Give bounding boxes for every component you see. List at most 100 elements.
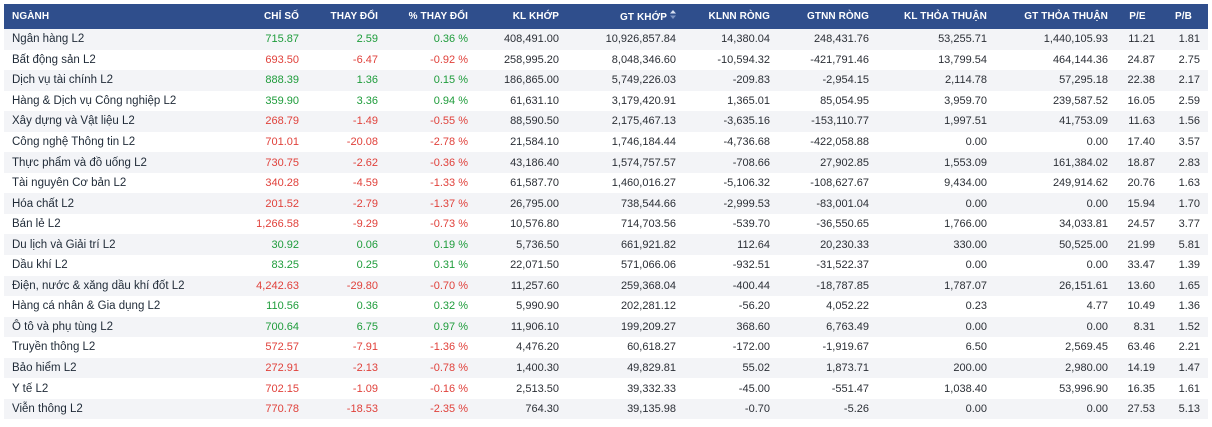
column-header-label: CHỈ SỐ	[263, 11, 299, 22]
table-row[interactable]: Hàng cá nhân & Gia dụng L2 110.56 0.36 0.32…	[4, 296, 1208, 317]
table-row[interactable]: Bất động sản L2 693.50 -6.47 -0.92 % 258,995…	[4, 49, 1208, 71]
cell-name[interactable]: Truyền thông L2	[12, 341, 96, 354]
cell-pb: 3.77	[1178, 218, 1200, 231]
cell-pct: -1.36 %	[430, 341, 468, 354]
cell-name[interactable]: Dầu khí L2	[12, 259, 68, 272]
table-body: Ngân hàng L2 715.87 2.59 0.36 % 408,491.00 10…	[4, 29, 1208, 420]
cell-name[interactable]: Xây dựng và Vật liệu L2	[12, 115, 135, 128]
cell-gtnn: -551.47	[831, 382, 869, 395]
cell-gt-tt: 41,753.09	[1059, 115, 1108, 128]
cell-gt-khop: 39,135.98	[627, 403, 676, 416]
cell-kl-tt: 3,959.70	[944, 94, 987, 107]
cell-name[interactable]: Bất động sản L2	[12, 53, 96, 66]
table-row[interactable]: Điện, nước & xăng dầu khí đốt L2 4,242.63…	[4, 275, 1208, 297]
cell-name[interactable]: Ô tô và phụ tùng L2	[12, 320, 114, 333]
industry-table: NGÀNH CHỈ SỐ THAY ĐỔI % THAY ĐỔI KL KHỚP GT K…	[4, 4, 1208, 420]
cell-gtnn: -31,522.37	[816, 259, 869, 272]
column-header-name[interactable]: NGÀNH	[4, 4, 232, 29]
cell-name[interactable]: Công nghệ Thông tin L2	[12, 136, 136, 148]
column-header-pe[interactable]: P/E	[1116, 4, 1163, 29]
cell-name[interactable]: Điện, nước & xăng dầu khí đốt L2	[12, 279, 185, 292]
cell-name[interactable]: Hàng cá nhân & Gia dụng L2	[12, 300, 161, 313]
cell-klnn: 1,365.01	[727, 94, 770, 107]
cell-index: 268.79	[265, 115, 299, 128]
cell-pe: 33.47	[1127, 259, 1155, 272]
table-row[interactable]: Xây dựng và Vật liệu L2 268.79 -1.49 -0.55 …	[4, 111, 1208, 132]
cell-change: 1.36	[356, 74, 378, 87]
column-header-label: KLNN RÒNG	[708, 11, 770, 22]
column-header-gt-tt[interactable]: GT THỎA THUẬN	[995, 4, 1116, 29]
cell-pct: 0.31 %	[433, 259, 468, 272]
cell-kl-tt: 0.23	[965, 300, 987, 313]
cell-kl-tt: 1,787.07	[944, 279, 987, 292]
cell-name[interactable]: Tài nguyên Cơ bản L2	[12, 177, 127, 190]
cell-name[interactable]: Dịch vụ tài chính L2	[12, 74, 114, 87]
cell-klnn: -45.00	[738, 382, 770, 395]
cell-name[interactable]: Bán lẻ L2	[12, 218, 61, 231]
cell-gt-khop: 60,618.27	[627, 341, 676, 354]
cell-kl-khop: 61,587.70	[510, 177, 559, 190]
cell-pb: 1.70	[1178, 197, 1200, 210]
table-header: NGÀNH CHỈ SỐ THAY ĐỔI % THAY ĐỔI KL KHỚP GT K…	[4, 4, 1208, 29]
cell-index: 110.56	[266, 300, 299, 313]
cell-pct: -0.36 %	[430, 156, 468, 169]
cell-index: 701.01	[265, 136, 299, 148]
cell-klnn: -5,106.32	[723, 177, 770, 190]
table-row[interactable]: Tài nguyên Cơ bản L2 340.28 -4.59 -1.33 % 61…	[4, 172, 1208, 194]
table-row[interactable]: Hàng & Dịch vụ Công nghiệp L2 359.90 3.36 0…	[4, 90, 1208, 112]
cell-change: -4.59	[352, 177, 378, 190]
table-row[interactable]: Bảo hiểm L2 272.91 -2.13 -0.78 % 1,400.30 49,…	[4, 357, 1208, 379]
cell-name[interactable]: Thực phẩm và đồ uống L2	[12, 156, 147, 169]
table-row[interactable]: Công nghệ Thông tin L2 701.01 -20.08 -2.78 …	[4, 131, 1208, 153]
cell-kl-khop: 2,513.50	[516, 382, 559, 395]
cell-gtnn: 1,873.71	[826, 362, 869, 375]
cell-pb: 1.56	[1178, 115, 1200, 128]
table-row[interactable]: Dịch vụ tài chính L2 888.39 1.36 0.15 % 186,…	[4, 70, 1208, 91]
cell-gtnn: -1,919.67	[822, 341, 869, 354]
cell-name[interactable]: Du lịch và Giải trí L2	[12, 238, 116, 251]
table-row[interactable]: Du lịch và Giải trí L2 30.92 0.06 0.19 % 5,7…	[4, 234, 1208, 256]
cell-gtnn: 6,763.49	[826, 320, 869, 333]
cell-kl-tt: 6.50	[965, 341, 987, 354]
table-row[interactable]: Dầu khí L2 83.25 0.25 0.31 % 22,071.50 571,06…	[4, 255, 1208, 276]
cell-name[interactable]: Y tế L2	[12, 382, 49, 395]
column-header-kl-tt[interactable]: KL THỎA THUẬN	[877, 4, 995, 29]
cell-klnn: -2,999.53	[723, 197, 770, 210]
cell-pct: -0.55 %	[430, 115, 468, 128]
column-header-kl-khop[interactable]: KL KHỚP	[476, 4, 567, 29]
column-header-index[interactable]: CHỈ SỐ	[232, 4, 307, 29]
cell-name[interactable]: Bảo hiểm L2	[12, 362, 77, 375]
table-row[interactable]: Hóa chất L2 201.52 -2.79 -1.37 % 26,795.00 73…	[4, 193, 1208, 214]
cell-pct: -2.78 %	[430, 136, 468, 148]
column-header-label: % THAY ĐỔI	[408, 11, 468, 22]
cell-gt-tt: 26,151.61	[1059, 279, 1108, 292]
column-header-pb[interactable]: P/B	[1163, 4, 1208, 29]
column-header-change[interactable]: THAY ĐỔI	[307, 4, 386, 29]
sort-updown-icon[interactable]	[670, 10, 676, 21]
cell-gtnn: -36,550.65	[816, 218, 869, 231]
column-header-label: KL THỎA THUẬN	[904, 11, 987, 22]
table-row[interactable]: Ô tô và phụ tùng L2 700.64 6.75 0.97 % 11,90…	[4, 316, 1208, 338]
cell-name[interactable]: Hóa chất L2	[12, 197, 75, 210]
column-header-label: GTNN RÒNG	[806, 11, 869, 22]
table-row[interactable]: Truyền thông L2 572.57 -7.91 -1.36 % 4,476.2…	[4, 337, 1208, 358]
cell-pct: -2.35 %	[430, 403, 468, 416]
cell-name[interactable]: Hàng & Dịch vụ Công nghiệp L2	[12, 94, 177, 107]
column-header-klnn[interactable]: KLNN RÒNG	[684, 4, 778, 29]
cell-name[interactable]: Ngân hàng L2	[12, 33, 85, 46]
cell-pb: 1.81	[1178, 33, 1200, 46]
cell-pb: 5.81	[1178, 238, 1200, 251]
column-header-gtnn[interactable]: GTNN RÒNG	[778, 4, 877, 29]
table-row[interactable]: Bán lẻ L2 1,266.58 -9.29 -0.73 % 10,576.80 71…	[4, 213, 1208, 235]
cell-klnn: 55.02	[742, 362, 770, 375]
table-row[interactable]: Viễn thông L2 770.78 -18.53 -2.35 % 764.30 39…	[4, 398, 1208, 420]
column-header-gt-khop[interactable]: GT KHỚP	[567, 4, 684, 29]
cell-gt-tt: 0.00	[1086, 136, 1108, 148]
table-row[interactable]: Y tế L2 702.15 -1.09 -0.16 % 2,513.50 39,332.…	[4, 378, 1208, 399]
table-row[interactable]: Thực phẩm và đồ uống L2 730.75 -2.62 -0.36 …	[4, 152, 1208, 173]
cell-change: 0.25	[356, 259, 378, 272]
cell-name[interactable]: Viễn thông L2	[12, 403, 83, 416]
column-header-pct[interactable]: % THAY ĐỔI	[386, 4, 476, 29]
cell-pe: 24.57	[1127, 218, 1155, 231]
table-row[interactable]: Ngân hàng L2 715.87 2.59 0.36 % 408,491.00 10…	[4, 29, 1208, 50]
